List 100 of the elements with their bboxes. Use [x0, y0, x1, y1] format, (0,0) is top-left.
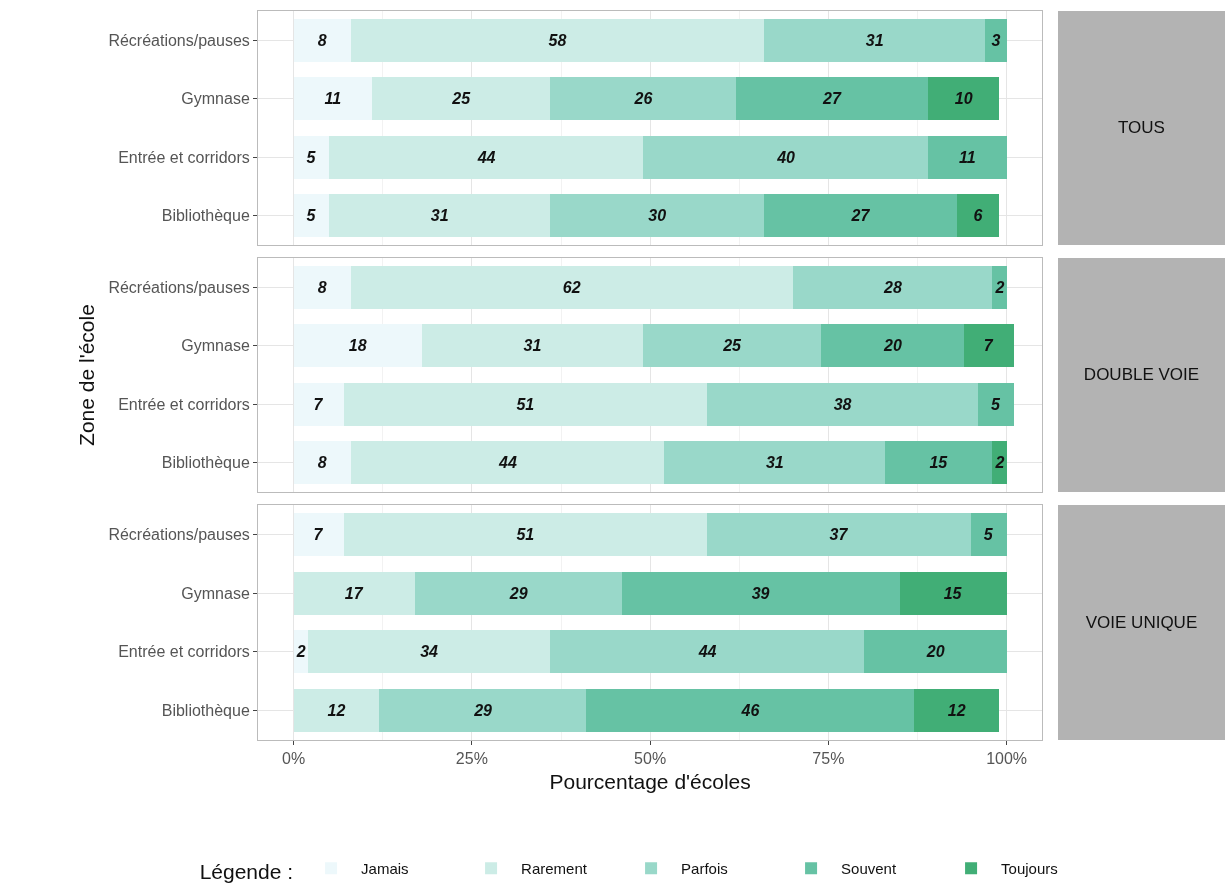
x-tick-label: 50% — [634, 750, 667, 768]
bar — [550, 77, 736, 121]
data-label: 8 — [317, 454, 327, 472]
bar — [792, 265, 993, 309]
data-label: 38 — [833, 395, 852, 413]
bar — [707, 382, 979, 426]
x-tick-label: 75% — [812, 750, 845, 768]
bar — [992, 441, 1007, 485]
data-label: 26 — [633, 90, 653, 108]
legend-label: Rarement — [521, 860, 588, 878]
legend-label: Parfois — [681, 860, 728, 878]
bar — [350, 441, 665, 485]
data-label: 31 — [865, 31, 884, 49]
data-label: 5 — [306, 207, 317, 225]
bar — [928, 135, 1007, 179]
bar — [379, 689, 586, 733]
data-label: 2 — [994, 454, 1005, 472]
bar — [421, 324, 643, 368]
bar — [550, 194, 765, 238]
data-label: 2 — [295, 643, 306, 661]
data-label: 12 — [947, 702, 966, 720]
data-label: 58 — [548, 31, 567, 49]
bar — [293, 441, 351, 485]
x-tick-label: 0% — [282, 750, 306, 768]
data-label: 20 — [883, 337, 902, 355]
data-label: 40 — [776, 148, 796, 166]
bar — [372, 77, 551, 121]
data-label: 8 — [317, 278, 327, 296]
bar — [764, 194, 957, 238]
bar — [293, 571, 415, 615]
data-label: 15 — [943, 584, 963, 602]
data-label: 25 — [451, 90, 472, 108]
legend-label: Toujours — [1001, 860, 1058, 878]
data-label: 30 — [648, 207, 667, 225]
bar — [707, 512, 971, 556]
bar — [970, 512, 1007, 556]
data-label: 62 — [562, 278, 581, 296]
strip-box: TOUS — [1058, 11, 1225, 245]
y-tick-label: Récréations/pauses — [108, 31, 250, 49]
data-label: 5 — [990, 395, 1001, 413]
bar — [307, 630, 551, 674]
y-tick-label: Récréations/pauses — [108, 278, 250, 296]
y-tick-label: Bibliothèque — [161, 702, 250, 720]
bar — [885, 441, 993, 485]
bar — [928, 77, 1000, 121]
x-tick-label: 25% — [455, 750, 488, 768]
y-tick-label: Récréations/pauses — [108, 525, 250, 543]
data-label: 29 — [508, 584, 528, 602]
data-label: 31 — [430, 207, 449, 225]
bar — [329, 135, 643, 179]
data-label: 20 — [925, 643, 945, 661]
bar — [343, 382, 708, 426]
data-label: 27 — [821, 90, 842, 108]
data-label: 46 — [740, 702, 760, 720]
strip-box: VOIE UNIQUE — [1058, 505, 1225, 740]
y-tick-label: Entrée et corridors — [118, 395, 250, 413]
data-label: 7 — [313, 395, 324, 413]
data-label: 11 — [324, 90, 342, 108]
strip-box: DOUBLE VOIE — [1058, 258, 1225, 492]
y-axis-title: Zone de l'école — [74, 304, 98, 446]
data-label: 2 — [994, 278, 1005, 296]
bar — [642, 135, 929, 179]
bar — [913, 689, 1000, 733]
data-label: 25 — [722, 337, 743, 355]
y-tick-label: Gymnase — [181, 584, 250, 602]
data-label: 29 — [473, 702, 493, 720]
y-tick-label: Entrée et corridors — [118, 148, 250, 166]
data-label: 12 — [327, 702, 346, 720]
data-label: 34 — [420, 643, 439, 661]
bar — [985, 18, 1007, 62]
bar — [664, 441, 886, 485]
bar — [956, 194, 1000, 238]
data-label: 6 — [973, 207, 983, 225]
bar — [621, 571, 900, 615]
y-tick-label: Bibliothèque — [161, 207, 250, 225]
data-label: 10 — [954, 90, 973, 108]
bar — [293, 18, 351, 62]
bar — [992, 265, 1007, 309]
bar — [821, 324, 964, 368]
bar — [550, 630, 864, 674]
legend-label: Jamais — [361, 860, 409, 878]
bar — [293, 265, 351, 309]
legend-title: Légende : — [199, 860, 294, 884]
data-label: 31 — [765, 454, 784, 472]
data-label: 7 — [983, 337, 994, 355]
bar — [293, 194, 330, 238]
data-label: 17 — [344, 584, 364, 602]
data-label: 11 — [959, 148, 976, 166]
bar — [414, 571, 622, 615]
data-label: 7 — [313, 525, 324, 543]
x-axis-title: Pourcentage d'écoles — [549, 770, 751, 794]
data-label: 28 — [883, 278, 902, 296]
data-label: 37 — [829, 525, 849, 543]
x-tick-label: 100% — [986, 750, 1028, 768]
bar — [864, 630, 1007, 674]
data-label: 39 — [751, 584, 770, 602]
data-label: 8 — [317, 31, 327, 49]
bar — [329, 194, 551, 238]
bar — [764, 18, 986, 62]
bar — [293, 512, 344, 556]
